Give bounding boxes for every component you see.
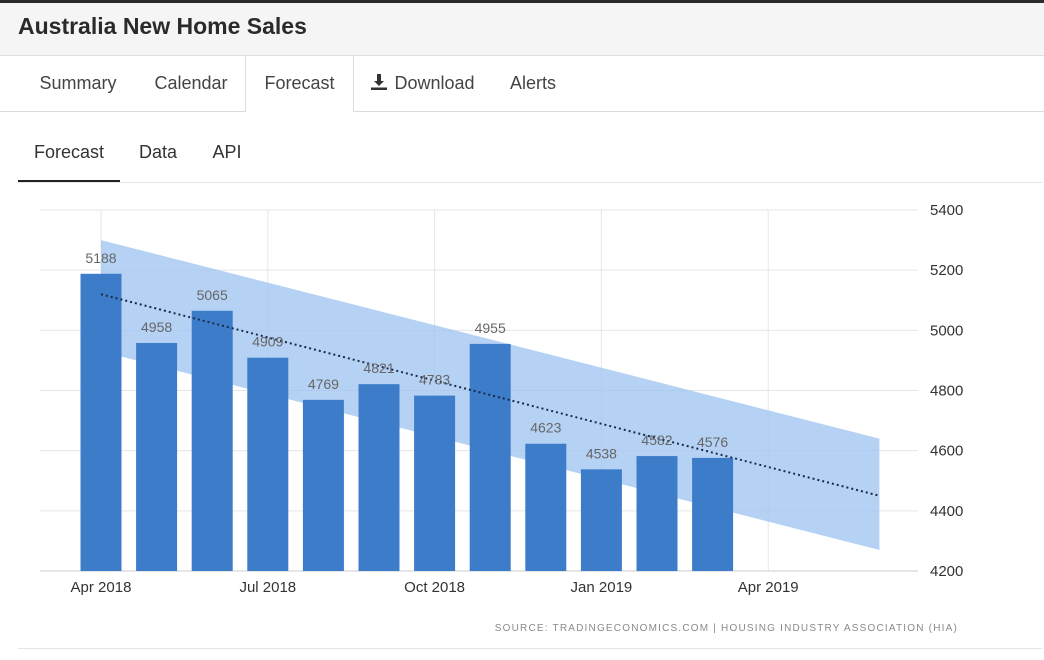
grid: 5400 5200 5000 4800 4600 4400 4200 Apr 2018 Jul … xyxy=(40,202,963,596)
y-tick-label: 5200 xyxy=(930,262,963,279)
bars xyxy=(80,273,734,571)
y-tick-label: 5000 xyxy=(930,322,963,339)
y-tick-label: 4400 xyxy=(930,503,963,520)
bar xyxy=(525,443,567,571)
x-tick-label: Oct 2018 xyxy=(404,579,465,596)
subtab-forecast[interactable]: Forecast xyxy=(18,128,120,182)
subtab-api[interactable]: API xyxy=(212,142,242,162)
x-tick-label: Apr 2018 xyxy=(71,579,132,596)
tab-forecast[interactable]: Forecast xyxy=(245,56,354,112)
bar xyxy=(414,395,456,571)
y-tick-label: 4800 xyxy=(930,383,963,400)
bar-value-label: 4783 xyxy=(419,372,450,388)
forecast-trend-line xyxy=(100,293,880,497)
tab-calendar[interactable]: Calendar xyxy=(154,73,228,93)
bar xyxy=(636,456,678,571)
bar-value-label: 4955 xyxy=(475,320,506,336)
forecast-chart: 5400 5200 5000 4800 4600 4400 4200 Apr 2018 Jul … xyxy=(40,202,963,634)
tab-download[interactable]: Download xyxy=(360,56,485,111)
bar xyxy=(80,273,122,571)
bar xyxy=(358,384,400,571)
download-icon xyxy=(371,74,388,90)
bar-value-label: 4821 xyxy=(363,360,394,376)
bar-value-label: 4576 xyxy=(697,434,728,450)
sub-tabs: Forecast Data API xyxy=(18,128,1042,183)
bar-value-label: 4769 xyxy=(308,376,339,392)
tab-download-label: Download xyxy=(394,73,475,93)
bar-value-label: 4958 xyxy=(141,319,172,335)
bar xyxy=(191,310,233,571)
tab-summary[interactable]: Summary xyxy=(39,73,117,93)
trend-layer xyxy=(100,293,880,497)
bar xyxy=(469,343,511,571)
x-tick-label: Jul 2018 xyxy=(239,579,296,596)
labels: 5188 4958 5065 4909 4769 4821 4783 4955 4623 4538… xyxy=(85,250,728,462)
subtab-data[interactable]: Data xyxy=(138,142,178,162)
y-tick-label: 5400 xyxy=(930,202,963,219)
x-tick-label: Apr 2019 xyxy=(738,579,799,596)
bar-value-label: 4538 xyxy=(586,445,617,461)
bar-value-label: 4909 xyxy=(252,334,283,350)
bar xyxy=(136,342,178,571)
y-tick-label: 4200 xyxy=(930,563,963,580)
bar-value-label: 4582 xyxy=(641,432,672,448)
bar xyxy=(580,469,622,571)
bar-value-label: 5188 xyxy=(85,250,116,266)
chart-source: SOURCE: TRADINGECONOMICS.COM | HOUSING I… xyxy=(495,623,958,634)
bar xyxy=(692,457,734,571)
bottom-divider xyxy=(18,648,1042,649)
page-title: Australia New Home Sales xyxy=(18,13,307,39)
main-tabs: Summary Calendar Forecast Download Alert… xyxy=(0,56,1044,112)
bar xyxy=(302,399,344,571)
bar xyxy=(247,357,289,571)
x-tick-label: Jan 2019 xyxy=(571,579,633,596)
y-tick-label: 4600 xyxy=(930,443,963,460)
tab-alerts[interactable]: Alerts xyxy=(509,73,556,93)
bar-value-label: 5065 xyxy=(197,287,228,303)
title-bar: Australia New Home Sales xyxy=(0,3,1044,56)
top-border xyxy=(0,0,1044,3)
bar-value-label: 4623 xyxy=(530,420,561,436)
